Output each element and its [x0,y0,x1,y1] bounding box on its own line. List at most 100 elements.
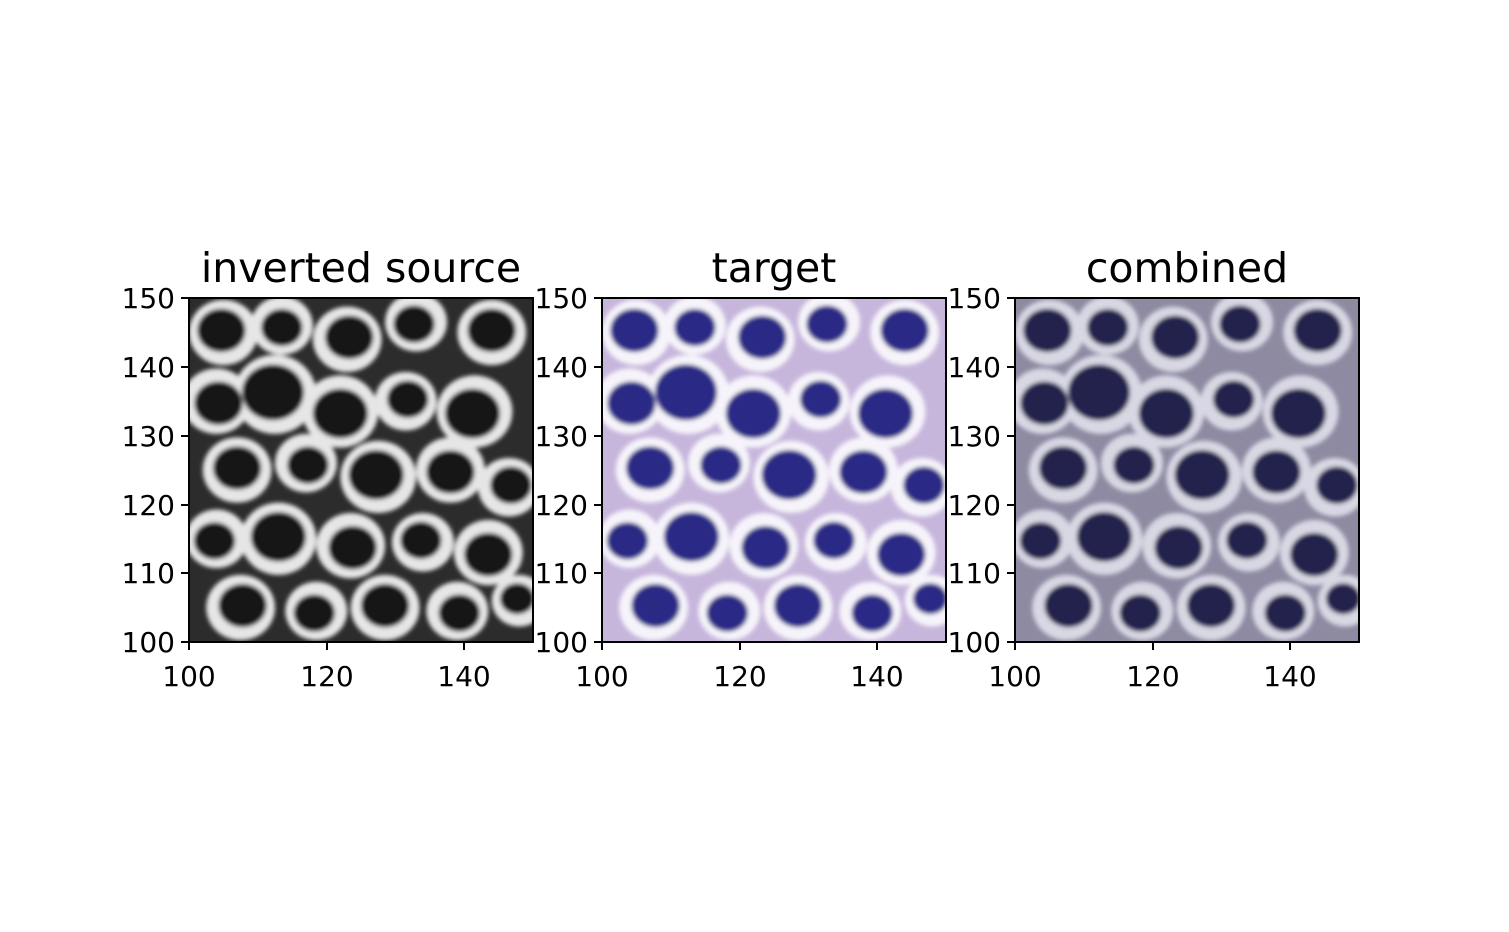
y-tick-label: 110 [122,557,175,590]
cell-nucleus [1138,388,1194,439]
y-tick-label: 110 [948,557,1001,590]
cell-nucleus [426,450,475,494]
cell-nucleus [1119,594,1161,632]
cell-nucleus [839,450,888,494]
cell-nucleus [1044,583,1093,628]
x-axis: 100 120 140 [988,642,1317,693]
cell-nucleus [293,594,335,632]
cell-nucleus [858,388,914,439]
axes-frame [188,297,534,643]
cell-nucleus [1151,315,1200,359]
cell-nucleus [1020,381,1069,425]
y-tick-label: 130 [535,420,588,453]
cell-nucleus [490,466,532,504]
y-tick-label: 100 [122,626,175,659]
y-tick-label: 120 [122,489,175,522]
cell-nucleus [467,308,516,353]
cell-nucleus [438,594,480,632]
cell-nucleus [250,512,306,562]
cell-nucleus [610,308,659,353]
cell-nucleus [1087,308,1129,347]
cell-nucleus [1174,450,1230,500]
panel-combined: combined 100 120 140 100 110 120 130 140 [948,244,1360,693]
cell-nucleus [194,381,243,425]
x-tick-label: 120 [1126,660,1179,693]
x-axis: 100 120 140 [575,642,904,693]
x-tick-label: 100 [575,660,628,693]
cell-nucleus [851,594,893,632]
cell-nucleus [1326,583,1359,615]
y-axis: 100 110 120 130 140 150 [535,282,602,659]
cell-nucleus [1023,308,1072,353]
cell-nucleus [741,526,790,570]
y-tick-label: 120 [535,489,588,522]
y-tick-label: 100 [948,626,1001,659]
cell-nucleus [1113,446,1155,484]
axes-frame [601,297,947,643]
cell-nucleus [1226,521,1268,559]
cell-nucleus [913,583,946,615]
cell-nucleus [631,583,680,628]
cell-nucleus [287,446,329,484]
cell-nucleus [348,450,404,500]
cell-nucleus [813,521,855,559]
panel-inverted-source: inverted source 100 120 140 100 110 120 … [122,244,534,693]
y-tick-label: 150 [948,282,1001,315]
cell-nucleus [700,446,742,484]
cell-nucleus [1293,308,1342,353]
x-tick-label: 140 [850,660,903,693]
cell-nucleus [1219,305,1261,343]
cell-nucleus [1068,364,1130,421]
cell-nucleus [218,583,267,628]
cell-nucleus [655,364,717,421]
y-tick-label: 110 [535,557,588,590]
cell-nucleus [774,583,823,628]
microscopy-image [1015,298,1359,642]
x-tick-label: 120 [300,660,353,693]
panel-target: target 100 120 140 100 110 120 130 140 [535,244,947,693]
cell-nucleus [325,315,374,359]
cell-nucleus [903,466,945,504]
y-tick-label: 140 [535,351,588,384]
cell-nucleus [1213,380,1255,418]
cell-nucleus [1290,532,1339,577]
cell-nucleus [500,583,533,615]
cell-nucleus [400,521,442,559]
y-tick-label: 120 [948,489,1001,522]
cell-nucleus [1039,446,1088,490]
x-tick-label: 140 [1263,660,1316,693]
cell-nucleus [1271,388,1327,439]
microscopy-image [189,298,533,642]
cell-nucleus [1252,450,1301,494]
cell-nucleus [626,446,675,490]
axes-frame [1014,297,1360,643]
cell-nucleus [1076,512,1132,562]
cell-nucleus [312,388,368,439]
cell-nucleus [607,381,656,425]
cell-nucleus [1154,526,1203,570]
x-tick-label: 120 [713,660,766,693]
cell-nucleus [261,308,303,347]
cell-nucleus [393,305,435,343]
x-tick-label: 140 [437,660,490,693]
x-tick-label: 100 [988,660,1041,693]
x-axis: 100 120 140 [162,642,491,693]
y-tick-label: 140 [948,351,1001,384]
panel-title: combined [1086,244,1288,292]
cell-nucleus [464,532,513,577]
cell-nucleus [674,308,716,347]
cell-nucleus [197,308,246,353]
cell-nucleus [806,305,848,343]
cell-nucleus [663,512,719,562]
y-tick-label: 100 [535,626,588,659]
cell-nucleus [1316,466,1358,504]
cell-nucleus [738,315,787,359]
microscopy-image [602,298,946,642]
cell-nucleus [213,446,262,490]
cell-nucleus [361,583,410,628]
cell-nucleus [606,522,649,560]
cell-nucleus [725,388,781,439]
y-tick-label: 150 [122,282,175,315]
cell-nucleus [1019,522,1062,560]
